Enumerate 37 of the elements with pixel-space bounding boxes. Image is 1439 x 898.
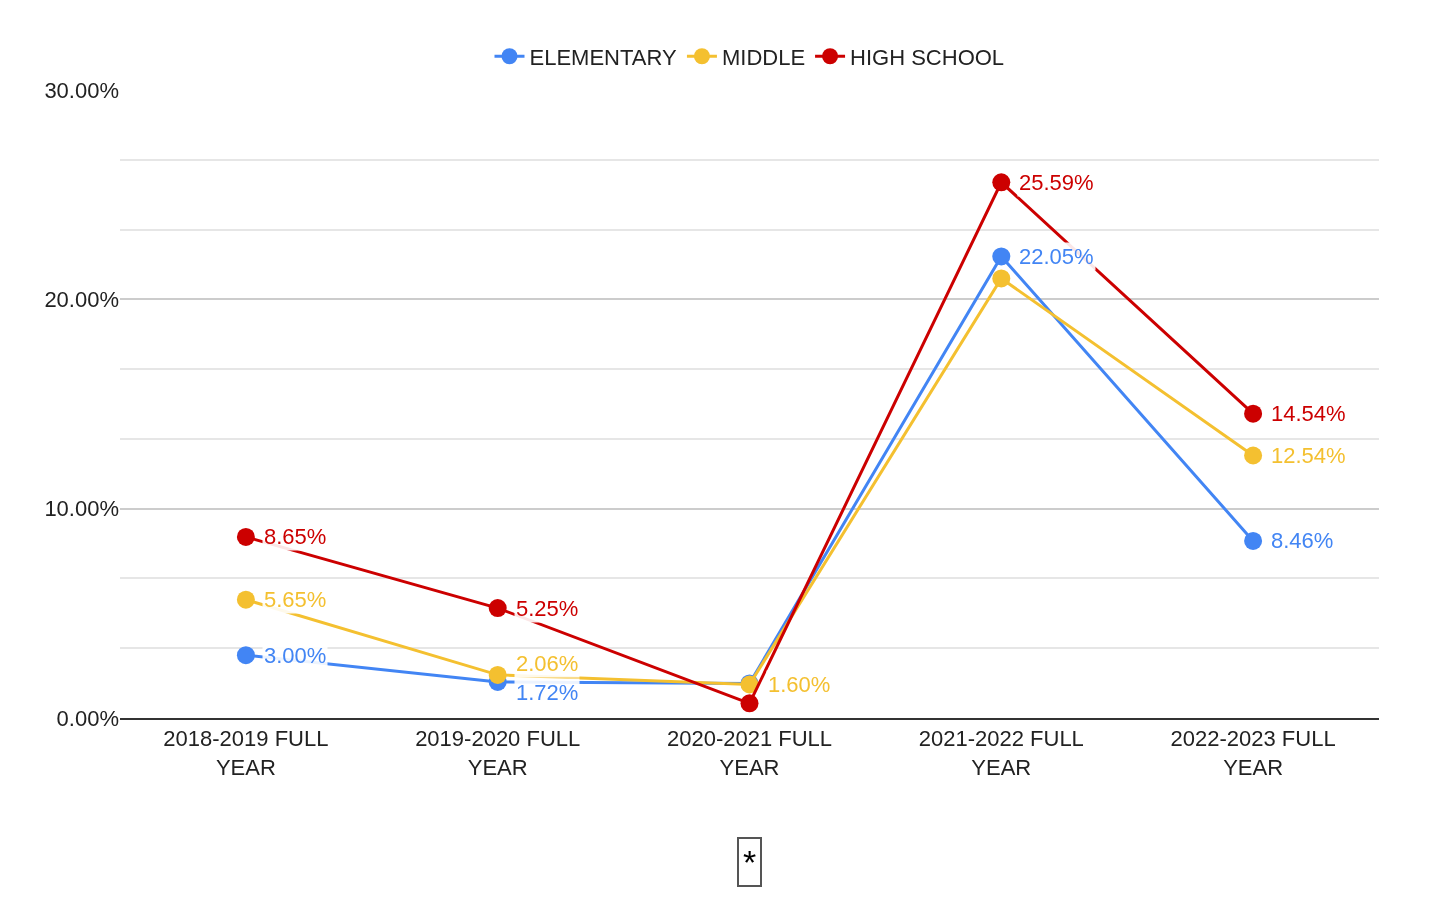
y-tick-label: 30.00% bbox=[44, 77, 119, 103]
point bbox=[1244, 446, 1263, 465]
y-tick-label: 10.00% bbox=[44, 496, 119, 522]
y-tick-label: 20.00% bbox=[44, 287, 119, 313]
data-label: 22.05% bbox=[1019, 244, 1094, 269]
point bbox=[488, 665, 507, 684]
data-label: 25.59% bbox=[1019, 170, 1094, 195]
data-label: 12.54% bbox=[1271, 443, 1346, 468]
data-label: 1.72% bbox=[516, 680, 579, 705]
point bbox=[1244, 404, 1263, 423]
data-label: 8.65% bbox=[264, 524, 327, 549]
point bbox=[992, 269, 1011, 288]
point bbox=[236, 590, 255, 609]
x-tick-label: 2021-2022 FULL YEAR bbox=[918, 726, 1084, 780]
x-tick-label: 2018-2019 FULL YEAR bbox=[163, 726, 329, 780]
y-tick-label: 0.00% bbox=[56, 705, 119, 731]
data-label: 5.25% bbox=[516, 596, 579, 621]
data-label: 2.06% bbox=[516, 651, 579, 676]
x-tick-label: 2019-2020 FULL YEAR bbox=[415, 726, 581, 780]
data-label: 1.60% bbox=[768, 672, 831, 697]
x-tick-label: 2022-2023 FULL YEAR bbox=[1170, 726, 1336, 780]
x-tick-label: 2020-2021 FULL YEAR bbox=[666, 726, 833, 780]
point bbox=[992, 173, 1011, 192]
legend-label: ELEMENTARY bbox=[529, 44, 677, 70]
point bbox=[992, 247, 1011, 266]
data-label: 8.46% bbox=[1271, 528, 1334, 553]
legend-label: HIGH SCHOOL bbox=[850, 44, 1005, 70]
point bbox=[1244, 531, 1263, 550]
legend-label: MIDDLE bbox=[721, 44, 806, 70]
data-label: 5.65% bbox=[264, 587, 327, 612]
point bbox=[488, 599, 507, 618]
point bbox=[236, 527, 255, 546]
text: * bbox=[743, 843, 757, 881]
data-label: 14.54% bbox=[1271, 401, 1346, 426]
point bbox=[740, 694, 759, 713]
data-label: 3.00% bbox=[264, 643, 327, 668]
point bbox=[236, 646, 255, 665]
